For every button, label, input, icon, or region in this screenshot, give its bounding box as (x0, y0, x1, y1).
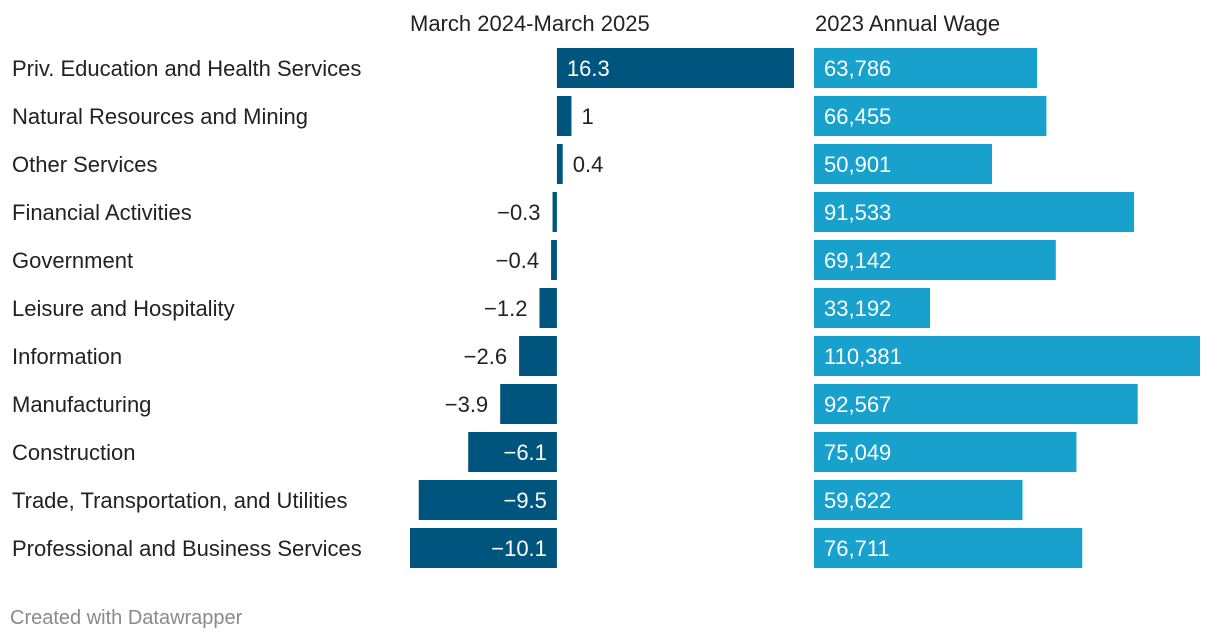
category-label: Manufacturing (12, 392, 151, 417)
wage-value-label: 59,622 (824, 488, 891, 513)
category-label: Other Services (12, 152, 158, 177)
category-label: Priv. Education and Health Services (12, 56, 361, 81)
wage-value-label: 75,049 (824, 440, 891, 465)
change-value-label: −0.4 (496, 248, 539, 273)
change-bar (551, 240, 557, 280)
change-value-label: −1.2 (484, 296, 527, 321)
wage-bar (814, 240, 1056, 280)
change-value-label: −9.5 (503, 488, 546, 513)
header-wage: 2023 Annual Wage (815, 11, 1000, 36)
wage-bar (814, 48, 1038, 88)
change-bar (500, 384, 557, 424)
wage-value-label: 92,567 (824, 392, 891, 417)
change-value-label: 1 (581, 104, 593, 129)
wage-value-label: 91,533 (824, 200, 891, 225)
wage-bar (814, 384, 1138, 424)
category-label: Information (12, 344, 122, 369)
change-bar (556, 144, 563, 184)
wage-bar (814, 528, 1083, 568)
category-label: Construction (12, 440, 136, 465)
change-value-label: −2.6 (464, 344, 507, 369)
wage-value-label: 63,786 (824, 56, 891, 81)
wage-bar (814, 144, 992, 184)
change-value-label: −6.1 (503, 440, 546, 465)
category-label: Trade, Transportation, and Utilities (12, 488, 347, 513)
category-label: Leisure and Hospitality (12, 296, 235, 321)
wage-bar (814, 192, 1135, 232)
change-bar (410, 528, 557, 568)
category-label: Professional and Business Services (12, 536, 362, 561)
change-value-label: −10.1 (491, 536, 547, 561)
change-value-label: −0.3 (497, 200, 540, 225)
wage-value-label: 33,192 (824, 296, 891, 321)
wage-value-label: 66,455 (824, 104, 891, 129)
wage-value-label: 76,711 (824, 536, 890, 561)
wage-bar (814, 432, 1077, 472)
change-bar (556, 48, 794, 88)
change-value-label: −3.9 (445, 392, 488, 417)
change-bar (556, 96, 572, 136)
change-bar (418, 480, 557, 520)
wage-bar (814, 336, 1200, 376)
change-value-label: 0.4 (573, 152, 604, 177)
change-value-label: 16.3 (567, 56, 610, 81)
wage-value-label: 69,142 (824, 248, 891, 273)
chart: March 2024-March 2025 2023 Annual Wage Pri… (12, 11, 1200, 568)
category-label: Financial Activities (12, 200, 192, 225)
datawrapper-credit: Created with Datawrapper (10, 607, 243, 629)
change-bar (539, 288, 557, 328)
wage-bar (814, 288, 931, 328)
change-bar (468, 432, 557, 472)
change-bar (519, 336, 557, 376)
category-label: Natural Resources and Mining (12, 104, 308, 129)
wage-bar (814, 480, 1023, 520)
wage-value-label: 110,381 (824, 344, 902, 369)
header-change: March 2024-March 2025 (410, 11, 650, 36)
change-bar (552, 192, 557, 232)
wage-bar (814, 96, 1047, 136)
wage-value-label: 50,901 (824, 152, 891, 177)
category-label: Government (12, 248, 133, 273)
